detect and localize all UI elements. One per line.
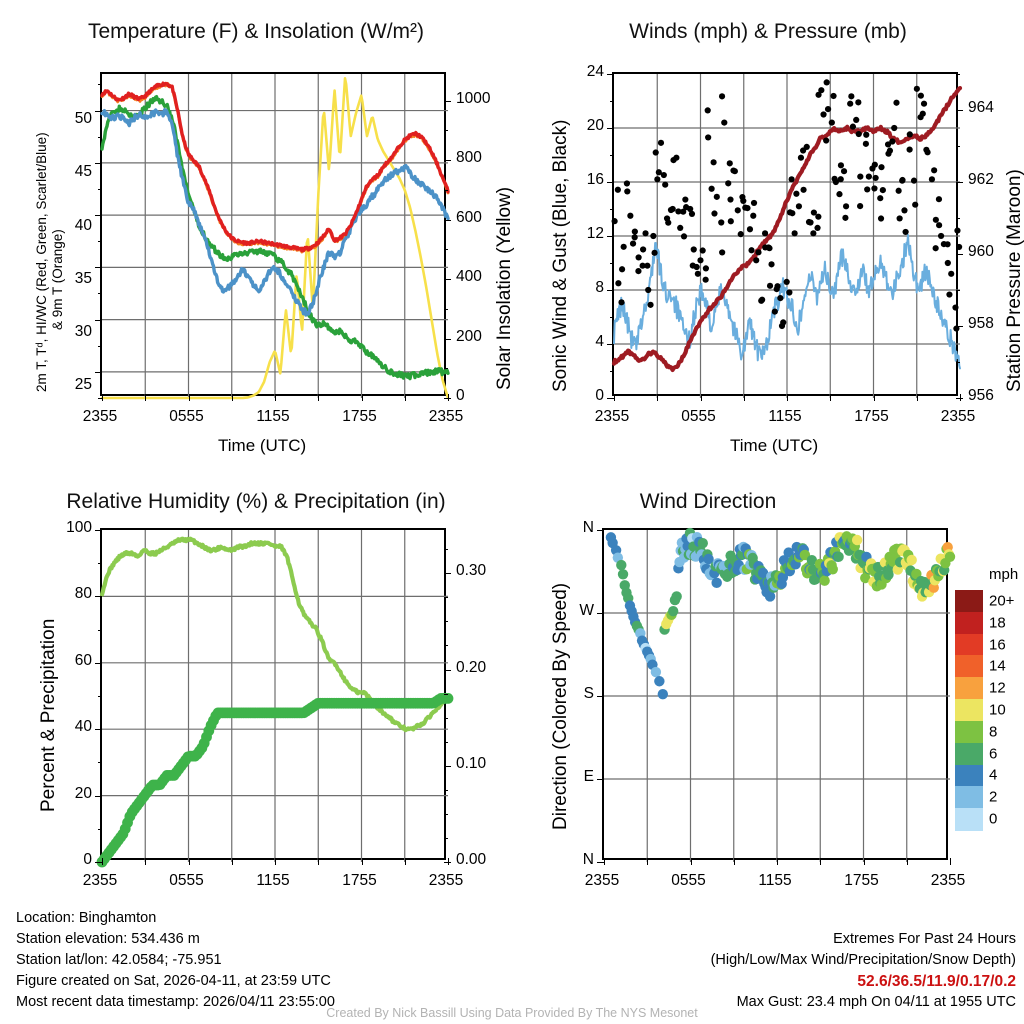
temperature-ylabel-left: 2m T, Tᵈ, HI/WC (Red, Green, Scarlet/Blu… <box>34 132 49 392</box>
colorbar-tick-label: 6 <box>989 745 998 763</box>
colorbar-tick-label: 8 <box>989 723 998 741</box>
colorbar-segment <box>955 590 983 613</box>
colorbar-tick-label: 18 <box>989 614 1006 632</box>
humidity-ylabel-left: Percent & Precipitation <box>38 618 59 812</box>
colorbar-tick-label: 16 <box>989 636 1006 654</box>
temperature-title: Temperature (F) & Insolation (W/m²) <box>87 20 425 43</box>
winds-title: Winds (mph) & Pressure (mb) <box>629 20 907 43</box>
colorbar-segment <box>955 677 983 700</box>
extremes-heading: Extremes For Past 24 Hours <box>833 931 1016 947</box>
colorbar-segment <box>955 655 983 678</box>
panel-winds: Winds (mph) & Pressure (mb) Sonic Wind &… <box>512 0 1024 470</box>
wind-direction-title: Wind Direction <box>639 490 777 513</box>
panel-wind-direction: Wind Direction Direction (Colored By Spe… <box>512 470 1024 920</box>
footer-created: Figure created on Sat, 2026-04-11, at 23… <box>16 973 331 989</box>
colorbar-segment <box>955 720 983 744</box>
colorbar-segment <box>955 808 983 831</box>
winds-plot-area <box>607 72 963 401</box>
footer-latlon: Station lat/lon: 42.0584; -75.951 <box>16 952 222 968</box>
colorbar-tick-label: 20+ <box>989 592 1015 610</box>
colorbar-segment <box>955 699 983 722</box>
winds-ylabel-right: Station Pressure (Maroon) <box>1004 169 1024 392</box>
humidity-plot-area <box>95 528 454 868</box>
colorbar-segment <box>955 633 983 657</box>
temperature-xlabel: Time (UTC) <box>218 436 307 455</box>
watermark-credit: Created By Nick Bassill Using Data Provi… <box>326 1006 698 1020</box>
panel-temperature: Temperature (F) & Insolation (W/m²) 2m T… <box>0 0 515 470</box>
colorbar-segment <box>955 611 983 635</box>
temperature-plot-area <box>95 72 451 401</box>
max-gust: Max Gust: 23.4 mph On 04/11 at 1955 UTC <box>736 994 1016 1010</box>
colorbar-header: mph <box>989 566 1019 583</box>
colorbar-segment <box>955 786 983 809</box>
winds-ylabel-left: Sonic Wind & Gust (Blue, Black) <box>550 119 571 392</box>
colorbar-tick-label: 14 <box>989 657 1006 675</box>
winds-xlabel: Time (UTC) <box>730 436 819 455</box>
footer-location: Location: Binghamton <box>16 910 157 926</box>
colorbar-tick-label: 2 <box>989 788 998 806</box>
extremes-subheading: (High/Low/Max Wind/Precipitation/Snow De… <box>710 952 1016 968</box>
colorbar-tick-label: 12 <box>989 679 1006 697</box>
colorbar-segment <box>955 742 983 766</box>
colorbar-segment <box>955 764 983 787</box>
humidity-title: Relative Humidity (%) & Precipitation (i… <box>66 490 446 513</box>
extremes-values: 52.6/36.5/11.9/0.17/0.2 <box>857 973 1016 990</box>
colorbar-tick-label: 4 <box>989 766 998 784</box>
colorbar-tick-label: 10 <box>989 701 1006 719</box>
colorbar-tick-label: 0 <box>989 810 998 828</box>
footer-timestamp: Most recent data timestamp: 2026/04/11 2… <box>16 994 335 1010</box>
wind-direction-plot-area <box>597 527 956 865</box>
panel-humidity: Relative Humidity (%) & Precipitation (i… <box>0 470 512 920</box>
footer-elevation: Station elevation: 534.436 m <box>16 931 200 947</box>
wind-speed-colorbar <box>955 590 983 831</box>
